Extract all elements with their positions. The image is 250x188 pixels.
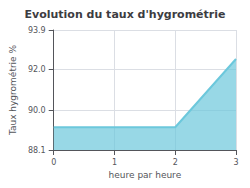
svg-text:88.1: 88.1 — [28, 146, 46, 155]
svg-text:0: 0 — [51, 158, 56, 167]
svg-text:3: 3 — [233, 158, 238, 167]
svg-text:93.9: 93.9 — [28, 26, 46, 35]
svg-text:2: 2 — [173, 158, 178, 167]
svg-text:Evolution du taux d'hygrométri: Evolution du taux d'hygrométrie — [25, 8, 226, 21]
svg-text:heure par heure: heure par heure — [109, 170, 182, 180]
svg-text:1: 1 — [112, 158, 117, 167]
svg-text:92.0: 92.0 — [28, 65, 46, 74]
svg-text:90.0: 90.0 — [28, 106, 46, 115]
svg-text:Taux hygrométrie %: Taux hygrométrie % — [8, 44, 18, 136]
